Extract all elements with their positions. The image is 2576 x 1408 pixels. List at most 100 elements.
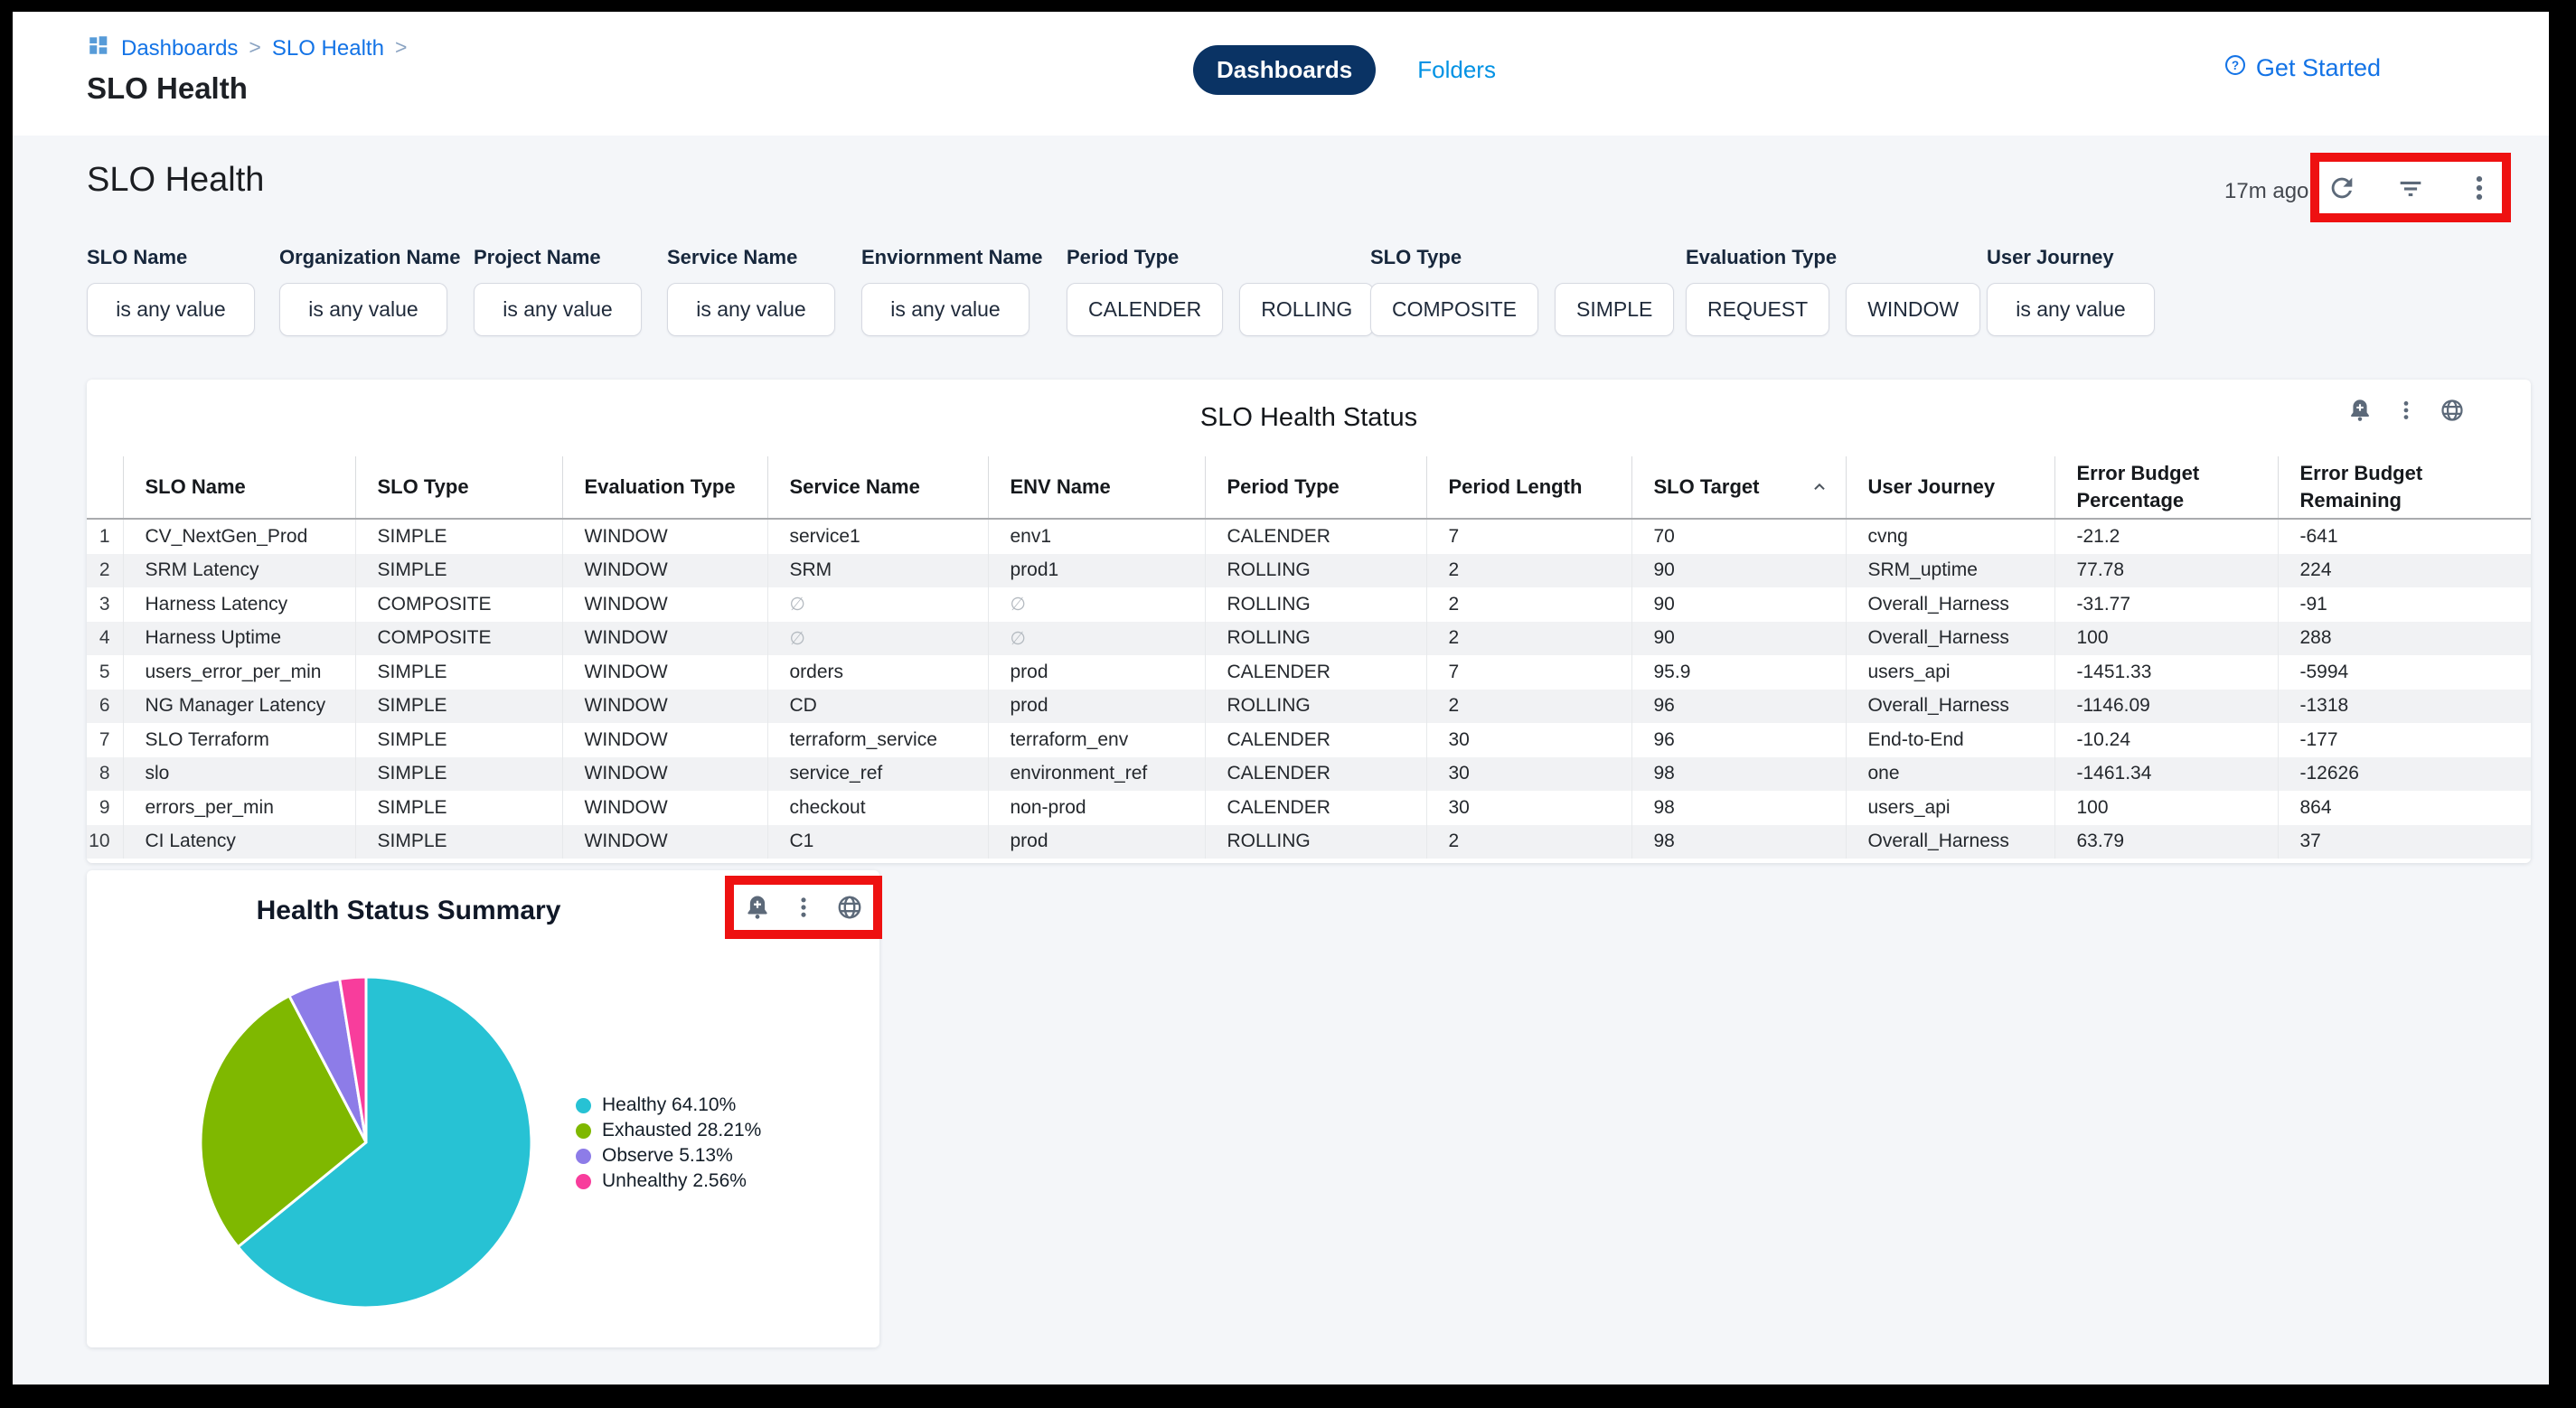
filter-label: SLO Name xyxy=(87,246,188,268)
column-header-slo-target[interactable]: SLO Target xyxy=(1631,456,1846,520)
table-cell: 2 xyxy=(1425,553,1631,587)
table-cell: COMPOSITE xyxy=(354,621,562,655)
svg-text:?: ? xyxy=(2232,59,2239,72)
table-cell: users_api xyxy=(1845,655,2054,690)
table-cell: SIMPLE xyxy=(354,791,562,825)
column-header-label: Error Budget Remaining xyxy=(2299,462,2423,512)
table-cell: 100 xyxy=(2054,621,2278,655)
table-cell: 98 xyxy=(1631,824,1846,859)
table-cell: SLO Terraform xyxy=(122,723,355,757)
kebab-icon[interactable] xyxy=(2394,399,2418,422)
table-cell: prod xyxy=(987,689,1205,723)
table-cell: SRM Latency xyxy=(122,553,355,587)
filter-group-project-name: Project Name is any value xyxy=(474,246,642,336)
table-card-actions xyxy=(2347,398,2465,423)
column-header-slo-name[interactable]: SLO Name xyxy=(122,456,355,520)
column-header-period-length[interactable]: Period Length xyxy=(1425,456,1631,520)
filter-chip-composite[interactable]: COMPOSITE xyxy=(1370,283,1539,336)
table-cell: -1461.34 xyxy=(2054,756,2278,791)
filter-chip-window[interactable]: WINDOW xyxy=(1846,283,1981,336)
filter-chip-row: COMPOSITE SIMPLE xyxy=(1370,283,1675,336)
table-cell: one xyxy=(1845,756,2054,791)
table-cell: WINDOW xyxy=(561,756,767,791)
table-cell: -12626 xyxy=(2277,756,2531,791)
kebab-icon[interactable] xyxy=(2464,173,2495,203)
filter-chip-row: is any value xyxy=(87,283,255,336)
table-cell: 30 xyxy=(1425,723,1631,757)
table-cell: SRM_uptime xyxy=(1845,553,2054,587)
table-cell: SIMPLE xyxy=(354,723,562,757)
dashboard-content: SLO Health 17m ago SLO Name is any value O… xyxy=(13,136,2549,1385)
filter-label: SLO Type xyxy=(1370,246,1462,268)
filter-label: Project Name xyxy=(474,246,601,268)
column-header-label: Evaluation Type xyxy=(584,475,736,499)
tab-dashboards[interactable]: Dashboards xyxy=(1193,45,1377,95)
filter-chip-is-any-value[interactable]: is any value xyxy=(861,283,1029,336)
filter-chip-is-any-value[interactable]: is any value xyxy=(87,283,255,336)
bell-plus-icon[interactable] xyxy=(744,894,771,921)
column-header-env-name[interactable]: ENV Name xyxy=(987,456,1205,520)
table-cell: ∅ xyxy=(987,621,1205,655)
globe-icon[interactable] xyxy=(836,894,863,921)
breadcrumb-link-slo-health[interactable]: SLO Health xyxy=(271,35,384,61)
filter-chip-calender[interactable]: CALENDER xyxy=(1067,283,1224,336)
filter-chip-request[interactable]: REQUEST xyxy=(1686,283,1830,336)
filter-group-enviornment-name: Enviornment Name is any value xyxy=(861,246,1043,336)
column-header-slo-type[interactable]: SLO Type xyxy=(354,456,562,520)
column-header-error-budget-percentage[interactable]: Error Budget Percentage xyxy=(2054,456,2278,520)
legend-label: Healthy 64.10% xyxy=(602,1094,737,1115)
filter-group-slo-type: SLO Type COMPOSITE SIMPLE xyxy=(1370,246,1675,336)
table-cell: -1318 xyxy=(2277,689,2531,723)
column-header-label: SLO Target xyxy=(1653,475,1760,499)
table-cell: WINDOW xyxy=(561,689,767,723)
table-row: 6 NG Manager Latency SIMPLE WINDOW CD prod ROL… xyxy=(87,689,2531,723)
column-header-evaluation-type[interactable]: Evaluation Type xyxy=(561,456,767,520)
table-cell: 2 xyxy=(1425,689,1631,723)
globe-icon[interactable] xyxy=(2440,398,2465,423)
table-cell: 90 xyxy=(1631,621,1846,655)
column-header-service-name[interactable]: Service Name xyxy=(766,456,988,520)
filter-label: Enviornment Name xyxy=(861,246,1043,268)
table-cell: Harness Latency xyxy=(122,587,355,622)
get-started-link[interactable]: ? Get Started xyxy=(2223,53,2381,83)
filter-icon[interactable] xyxy=(2395,173,2426,203)
row-number-cell: 8 xyxy=(99,763,110,784)
filter-chip-row: is any value xyxy=(279,283,460,336)
column-header-error-budget-remaining[interactable]: Error Budget Remaining xyxy=(2277,456,2531,520)
table-header-row: SLO Name SLO Type Evaluation Type Service N… xyxy=(87,456,2531,520)
table-cell: Harness Uptime xyxy=(122,621,355,655)
pie-slice-exhausted[interactable] xyxy=(199,994,368,1249)
row-number-cell: 2 xyxy=(99,559,110,581)
legend-item-unhealthy[interactable]: Unhealthy 2.56% xyxy=(576,1169,761,1194)
pie-slice-unhealthy[interactable] xyxy=(338,975,368,1144)
table-row: 5 users_error_per_min SIMPLE WINDOW orders pr… xyxy=(87,655,2531,690)
kebab-icon[interactable] xyxy=(791,895,816,920)
legend-item-healthy[interactable]: Healthy 64.10% xyxy=(576,1093,761,1118)
filter-chip-is-any-value[interactable]: is any value xyxy=(474,283,642,336)
column-header-user-journey[interactable]: User Journey xyxy=(1845,456,2054,520)
table-cell: SRM xyxy=(766,553,988,587)
breadcrumb-link-dashboards[interactable]: Dashboards xyxy=(121,35,239,61)
row-number-cell: 10 xyxy=(89,831,110,852)
filter-chip-is-any-value[interactable]: is any value xyxy=(1987,283,2155,336)
filter-chip-rolling[interactable]: ROLLING xyxy=(1239,283,1375,336)
top-bar: Dashboards > SLO Health > SLO Health Das… xyxy=(13,12,2549,136)
table-cell: 864 xyxy=(2277,791,2531,825)
table-cell: CD xyxy=(766,689,988,723)
pie-slice-healthy[interactable] xyxy=(236,975,533,1309)
filter-chip-is-any-value[interactable]: is any value xyxy=(279,283,447,336)
table-cell: service1 xyxy=(766,519,988,554)
table-body: 1 CV_NextGen_Prod SIMPLE WINDOW service1 env1… xyxy=(87,519,2531,859)
table-cell: env1 xyxy=(987,519,1205,554)
filter-chip-simple[interactable]: SIMPLE xyxy=(1555,283,1675,336)
tab-folders[interactable]: Folders xyxy=(1417,56,1496,83)
legend-item-exhausted[interactable]: Exhausted 28.21% xyxy=(576,1118,761,1143)
legend-item-observe[interactable]: Observe 5.13% xyxy=(576,1143,761,1169)
column-header-period-type[interactable]: Period Type xyxy=(1204,456,1426,520)
table-cell: WINDOW xyxy=(561,655,767,690)
bell-plus-icon[interactable] xyxy=(2347,398,2373,423)
sort-asc-icon xyxy=(1810,477,1838,497)
filter-chip-is-any-value[interactable]: is any value xyxy=(667,283,835,336)
table-cell: NG Manager Latency xyxy=(122,689,355,723)
refresh-icon[interactable] xyxy=(2327,173,2357,203)
